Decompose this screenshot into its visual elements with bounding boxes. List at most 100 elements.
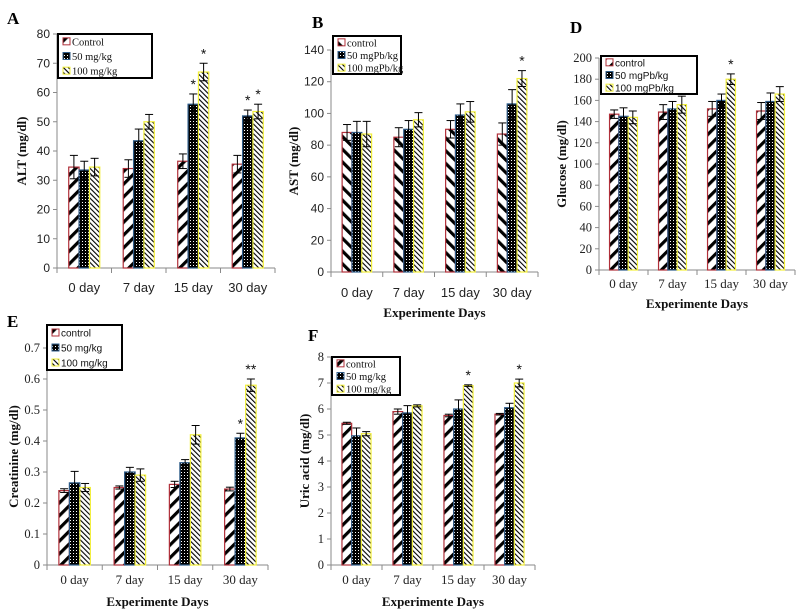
x-tick-label: 7 day xyxy=(393,572,422,587)
y-tick-label: 0.3 xyxy=(24,465,40,479)
bar-50-mgpb-kg-0 xyxy=(618,115,629,271)
y-tick-label: 160 xyxy=(573,93,592,107)
panel-D: D 0 20 40 60 80 100 120 140 160 180 200 Glucose (mg/… xyxy=(554,18,796,311)
legend-label: 50 mgPb/kg xyxy=(615,71,668,82)
bar-50-mgpb-kg-1 xyxy=(403,128,415,273)
y-tick-label: 0 xyxy=(317,265,324,279)
legend-label: 50 mg/kg xyxy=(346,372,387,383)
panel-E: E 0 0.1 0.2 0.3 0.4 0.5 0.6 0.7 Creatinine (mg/dl… xyxy=(6,312,269,609)
bar-control-2 xyxy=(168,483,181,566)
bar-control-1 xyxy=(657,111,669,271)
bar-100-mg-kg-1 xyxy=(134,474,147,566)
bar-control-1 xyxy=(392,411,404,566)
y-tick-label: 70 xyxy=(37,56,51,70)
significance-marker: ** xyxy=(245,361,256,377)
y-axis-label: Glucose (mg/dl) xyxy=(554,120,569,208)
x-tick-label: 0 day xyxy=(609,276,638,291)
legend-label: 50 mg/kg xyxy=(72,52,113,63)
y-tick-label: 20 xyxy=(37,203,51,217)
y-tick-label: 8 xyxy=(318,350,324,364)
x-tick-label: 7 day xyxy=(393,285,425,300)
bar-control-3 xyxy=(496,133,508,273)
y-tick-label: 0.2 xyxy=(24,496,40,510)
y-tick-label: 0.6 xyxy=(24,372,40,386)
bar-50-mg-kg-2 xyxy=(179,462,191,566)
y-tick-label: 60 xyxy=(37,86,51,100)
y-tick-label: 80 xyxy=(580,178,593,192)
panel-F: F 0 1 2 3 4 5 6 7 8 Uric acid (mg/dl) 0 day 7 day 15 … xyxy=(297,326,536,609)
bar-50-mg-kg-0 xyxy=(78,169,91,269)
bar-100-mgpb-kg-0 xyxy=(361,133,373,273)
bar-100-mgpb-kg-1 xyxy=(676,104,688,271)
bar-control-3 xyxy=(224,488,236,566)
bar-50-mgpb-kg-2 xyxy=(716,99,727,271)
legend-box xyxy=(600,55,698,95)
x-tick-label: 15 day xyxy=(168,572,204,587)
bar-50-mgpb-kg-3 xyxy=(506,103,518,273)
bar-50-mg-kg-0 xyxy=(68,482,81,566)
y-tick-label: 60 xyxy=(580,199,593,213)
bar-100-mg-kg-2 xyxy=(197,71,210,269)
bar-100-mg-kg-3 xyxy=(252,110,264,269)
bar-100-mgpb-kg-0 xyxy=(627,116,639,271)
bar-100-mgpb-kg-3 xyxy=(774,93,786,271)
y-tick-label: 20 xyxy=(580,242,593,256)
legend-swatch xyxy=(336,359,345,368)
y-tick-label: 120 xyxy=(573,136,592,150)
bar-100-mgpb-kg-2 xyxy=(725,78,737,271)
x-tick-label: 30 day xyxy=(492,572,528,587)
legend-swatch xyxy=(336,372,345,380)
legend-swatch xyxy=(62,52,71,60)
legend-label: control xyxy=(61,329,91,340)
panel-B: B 0 20 40 60 80 100 120 140 AST (mg/dl) 0 day 7 day… xyxy=(286,13,539,320)
x-tick-label: 15 day xyxy=(441,285,481,300)
bar-100-mg-kg-3 xyxy=(245,384,257,566)
bar-50-mg-kg-3 xyxy=(241,115,254,269)
x-tick-label: 0 day xyxy=(68,280,100,295)
bar-50-mg-kg-2 xyxy=(187,103,200,269)
bar-100-mg-kg-0 xyxy=(79,486,91,566)
bar-50-mg-kg-2 xyxy=(453,408,464,566)
bar-control-0 xyxy=(68,166,80,269)
x-axis-label: Experimente Days xyxy=(106,594,208,609)
bar-50-mg-kg-1 xyxy=(124,471,136,566)
legend-box xyxy=(57,33,153,79)
legend-label: 100 mg/kg xyxy=(346,385,392,396)
x-tick-label: 15 day xyxy=(704,276,740,291)
y-tick-label: 10 xyxy=(37,232,51,246)
bar-100-mg-kg-0 xyxy=(360,433,372,566)
y-tick-label: 120 xyxy=(304,75,324,89)
bar-50-mgpb-kg-1 xyxy=(667,108,678,271)
y-tick-label: 0 xyxy=(318,558,324,572)
significance-marker: * xyxy=(516,361,522,377)
bar-control-1 xyxy=(122,167,135,269)
bar-50-mg-kg-0 xyxy=(351,435,362,566)
bar-50-mg-kg-1 xyxy=(402,412,413,566)
y-tick-label: 6 xyxy=(318,402,324,416)
y-tick-label: 1 xyxy=(318,532,324,546)
y-axis-label: AST (mg/dl) xyxy=(286,127,301,196)
y-tick-label: 50 xyxy=(37,115,51,129)
y-tick-label: 4 xyxy=(318,454,325,468)
x-tick-label: 30 day xyxy=(493,285,533,300)
legend-swatch xyxy=(337,63,346,72)
y-tick-label: 80 xyxy=(37,27,51,41)
legend-swatch xyxy=(337,38,346,47)
y-tick-label: 7 xyxy=(318,376,324,390)
significance-marker: * xyxy=(201,45,207,61)
legend-swatch xyxy=(605,83,614,92)
y-tick-label: 40 xyxy=(37,144,51,158)
bar-100-mgpb-kg-2 xyxy=(464,111,476,273)
x-tick-label: 15 day xyxy=(174,280,214,295)
x-tick-label: 15 day xyxy=(441,572,477,587)
legend-label: 100 mg/kg xyxy=(61,359,108,370)
bar-control-2 xyxy=(443,414,455,566)
bar-50-mgpb-kg-3 xyxy=(765,100,776,271)
significance-marker: * xyxy=(245,92,251,108)
y-tick-label: 200 xyxy=(573,51,592,65)
x-tick-label: 30 day xyxy=(223,572,259,587)
bar-100-mg-kg-2 xyxy=(189,434,202,566)
y-tick-label: 80 xyxy=(311,138,325,152)
y-tick-label: 5 xyxy=(318,428,324,442)
